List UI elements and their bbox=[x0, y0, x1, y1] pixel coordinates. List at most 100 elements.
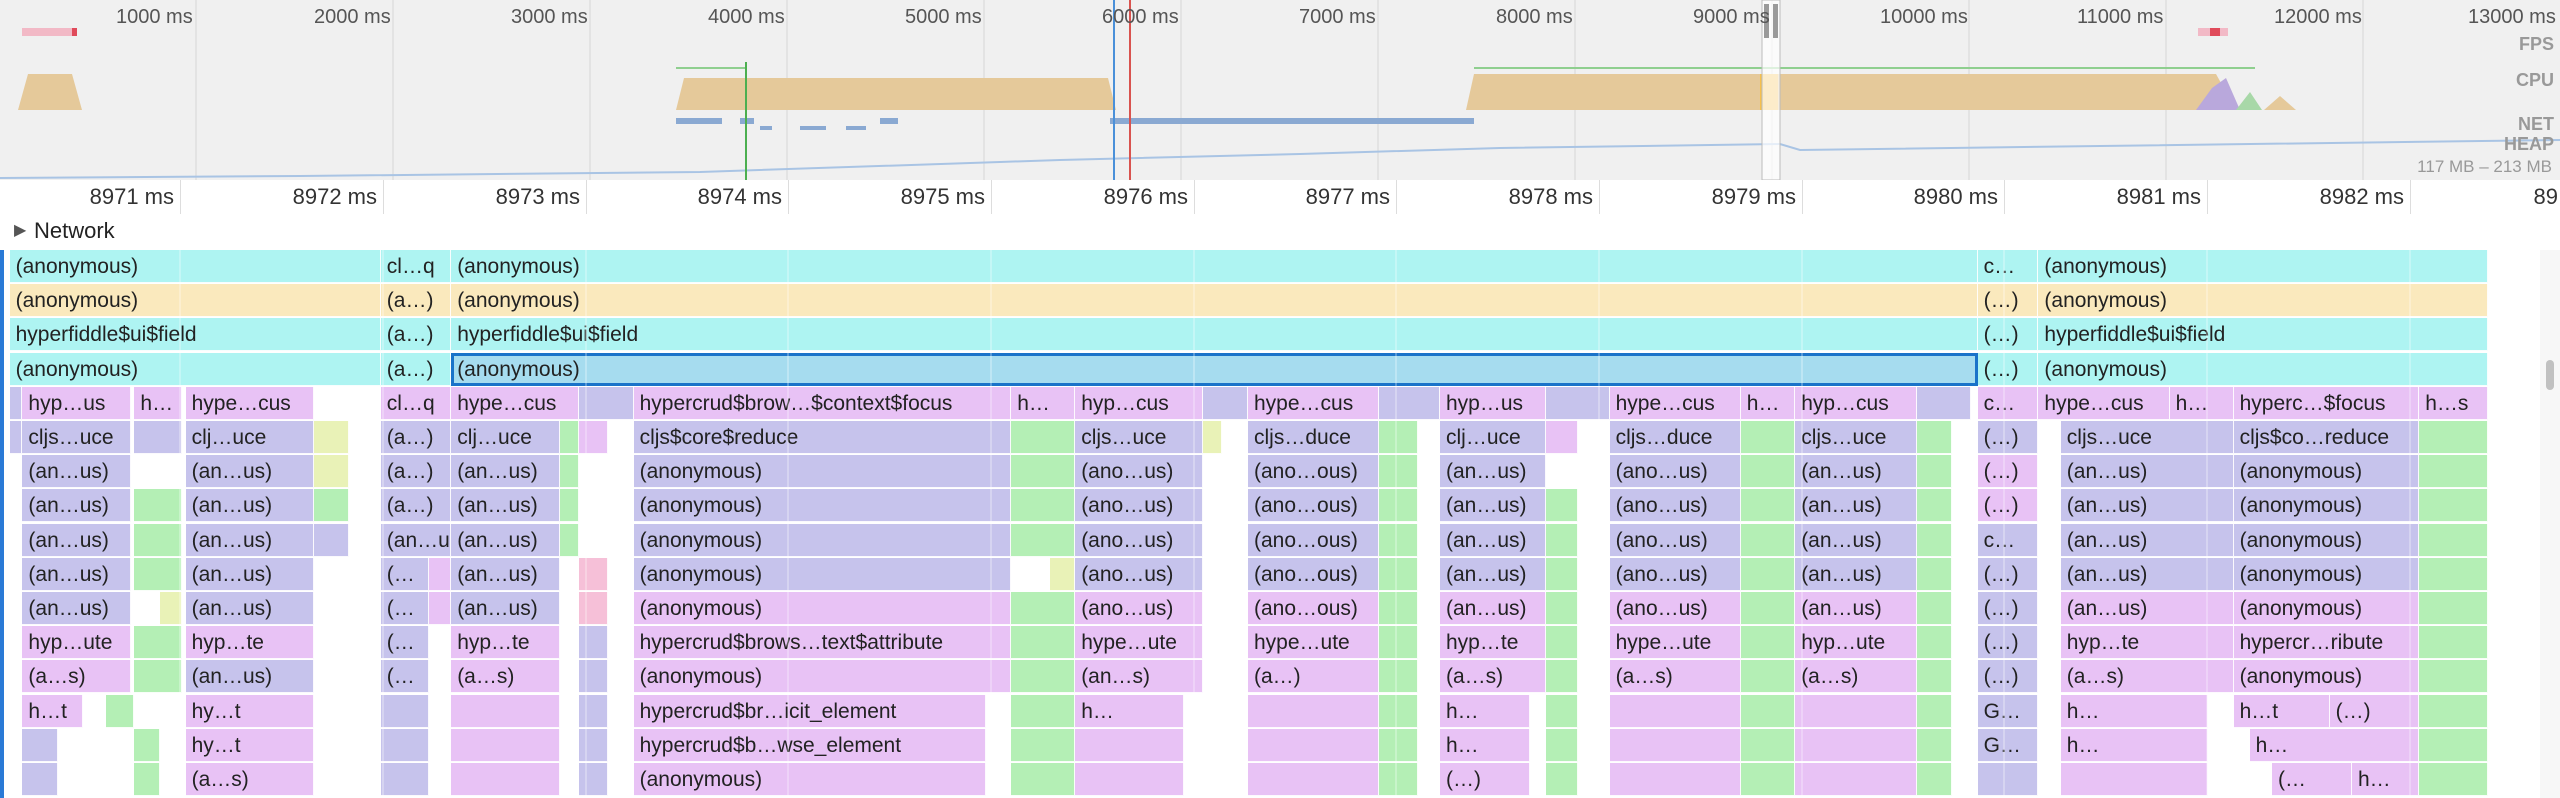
call-frame[interactable] bbox=[1379, 386, 1440, 420]
call-frame[interactable]: hypercrud$b…wse_element bbox=[633, 728, 986, 762]
call-frame[interactable]: (ano…us) bbox=[1609, 489, 1741, 523]
call-frame[interactable]: (ano…us) bbox=[1075, 557, 1204, 591]
call-frame[interactable]: (anonymous) bbox=[2233, 660, 2420, 694]
call-frame[interactable]: (a…) bbox=[380, 489, 452, 523]
call-frame[interactable]: hyp…te bbox=[451, 626, 560, 660]
call-frame[interactable] bbox=[2419, 592, 2488, 625]
call-frame[interactable] bbox=[1916, 626, 1952, 660]
call-frame[interactable]: h… bbox=[1440, 694, 1530, 728]
call-frame[interactable] bbox=[560, 523, 580, 557]
call-frame[interactable]: G… bbox=[1977, 728, 2039, 762]
scrollbar-thumb[interactable] bbox=[2546, 360, 2554, 390]
call-frame[interactable]: (…) bbox=[1977, 557, 2039, 591]
call-frame[interactable] bbox=[1795, 763, 1917, 796]
call-frame[interactable]: (… bbox=[380, 660, 429, 694]
call-frame[interactable]: (an…us) bbox=[22, 523, 132, 557]
call-frame[interactable]: (an…us) bbox=[185, 523, 314, 557]
call-frame[interactable]: (… bbox=[2272, 763, 2352, 796]
call-frame[interactable] bbox=[313, 489, 349, 523]
call-frame[interactable]: (ano…ous) bbox=[1248, 455, 1380, 489]
call-frame[interactable]: hypercrud$br…icit_element bbox=[633, 694, 986, 728]
call-frame[interactable]: (a…s) bbox=[1609, 660, 1741, 694]
call-frame[interactable]: (a…s) bbox=[1795, 660, 1917, 694]
call-frame[interactable]: (an…us) bbox=[22, 557, 132, 591]
call-frame[interactable]: hyp…ute bbox=[22, 626, 132, 660]
call-frame[interactable]: (a…) bbox=[380, 421, 452, 454]
call-frame[interactable]: cljs$core$reduce bbox=[633, 421, 1012, 454]
call-frame[interactable]: (ano…ous) bbox=[1248, 489, 1380, 523]
call-frame[interactable]: (an…us) bbox=[1440, 592, 1546, 625]
call-frame[interactable] bbox=[22, 763, 58, 796]
call-frame[interactable]: hyperfiddle$ui$field bbox=[2038, 318, 2488, 352]
call-frame[interactable]: (anonymous) bbox=[2038, 284, 2488, 318]
call-frame[interactable]: cl…q bbox=[380, 386, 452, 420]
call-frame[interactable] bbox=[579, 386, 634, 420]
call-frame[interactable] bbox=[428, 557, 452, 591]
call-frame[interactable]: (anonymous) bbox=[633, 763, 986, 796]
call-frame[interactable] bbox=[1740, 763, 1796, 796]
selected-call-frame[interactable]: (anonymous) bbox=[451, 352, 1978, 386]
call-frame[interactable] bbox=[1379, 660, 1418, 694]
call-frame[interactable] bbox=[134, 660, 183, 694]
call-frame[interactable] bbox=[1916, 592, 1952, 625]
call-frame[interactable] bbox=[1379, 592, 1418, 625]
call-frame[interactable] bbox=[1075, 763, 1184, 796]
call-frame[interactable] bbox=[1379, 728, 1418, 762]
call-frame[interactable]: h… bbox=[1075, 694, 1184, 728]
call-frame[interactable]: (… bbox=[380, 592, 429, 625]
call-frame[interactable]: (anonymous) bbox=[633, 489, 1012, 523]
call-frame[interactable]: c… bbox=[1977, 386, 2039, 420]
call-frame[interactable]: clj…uce bbox=[185, 421, 314, 454]
call-frame[interactable] bbox=[1916, 386, 1972, 420]
call-frame[interactable]: (a…s) bbox=[185, 763, 314, 796]
call-frame[interactable]: (an…us) bbox=[1440, 523, 1546, 557]
call-frame[interactable] bbox=[1011, 489, 1076, 523]
call-frame[interactable] bbox=[1075, 728, 1184, 762]
call-frame[interactable] bbox=[1011, 523, 1076, 557]
call-frame[interactable]: (…) bbox=[1440, 763, 1530, 796]
call-frame[interactable]: hypercrud$brow…$context$focus bbox=[633, 386, 1012, 420]
call-frame[interactable] bbox=[2419, 763, 2488, 796]
call-frame[interactable]: hype…cus bbox=[2038, 386, 2170, 420]
call-frame[interactable] bbox=[134, 557, 183, 591]
call-frame[interactable]: (ano…us) bbox=[1609, 557, 1741, 591]
call-frame[interactable]: (anonymous) bbox=[633, 455, 1012, 489]
call-frame[interactable]: h… bbox=[2060, 728, 2208, 762]
call-frame[interactable]: (…) bbox=[1977, 626, 2039, 660]
call-frame[interactable]: (a…) bbox=[380, 455, 452, 489]
call-frame[interactable] bbox=[313, 523, 349, 557]
call-frame[interactable]: (anonymous) bbox=[2233, 523, 2420, 557]
call-frame[interactable]: (an…us) bbox=[2060, 523, 2234, 557]
call-frame[interactable] bbox=[313, 455, 349, 489]
call-frame[interactable] bbox=[579, 557, 608, 591]
call-frame[interactable] bbox=[1609, 694, 1741, 728]
call-frame[interactable]: (an…us) bbox=[451, 592, 560, 625]
call-frame[interactable] bbox=[2419, 557, 2488, 591]
call-frame[interactable]: cljs$co…reduce bbox=[2233, 421, 2420, 454]
call-frame[interactable] bbox=[579, 592, 608, 625]
call-frame[interactable] bbox=[1609, 763, 1741, 796]
call-frame[interactable] bbox=[1545, 386, 1610, 420]
call-frame[interactable]: cljs…duce bbox=[1248, 421, 1380, 454]
call-frame[interactable]: cljs…uce bbox=[1795, 421, 1917, 454]
call-frame[interactable]: h…t bbox=[2233, 694, 2330, 728]
call-frame[interactable] bbox=[1916, 660, 1952, 694]
call-frame[interactable]: (…) bbox=[1977, 592, 2039, 625]
call-frame[interactable] bbox=[451, 694, 560, 728]
call-frame[interactable]: (an…us) bbox=[2060, 489, 2234, 523]
call-frame[interactable]: hyp…cus bbox=[1075, 386, 1204, 420]
call-frame[interactable]: hy…t bbox=[185, 728, 314, 762]
call-frame[interactable]: (an…us) bbox=[22, 455, 132, 489]
call-frame[interactable] bbox=[560, 489, 580, 523]
call-frame[interactable] bbox=[1011, 694, 1076, 728]
timeline-overview[interactable]: 1000 ms 2000 ms 3000 ms 4000 ms 5000 ms … bbox=[0, 0, 2560, 180]
call-frame[interactable]: (an…us) bbox=[2060, 592, 2234, 625]
call-frame[interactable]: h… bbox=[1440, 728, 1530, 762]
call-frame[interactable] bbox=[2060, 763, 2208, 796]
call-frame[interactable] bbox=[1740, 489, 1796, 523]
call-frame[interactable] bbox=[1011, 660, 1076, 694]
call-frame[interactable] bbox=[1545, 523, 1578, 557]
call-frame[interactable]: (a…) bbox=[1248, 660, 1380, 694]
call-frame[interactable] bbox=[2419, 421, 2488, 454]
call-frame[interactable]: (an…us) bbox=[1440, 557, 1546, 591]
